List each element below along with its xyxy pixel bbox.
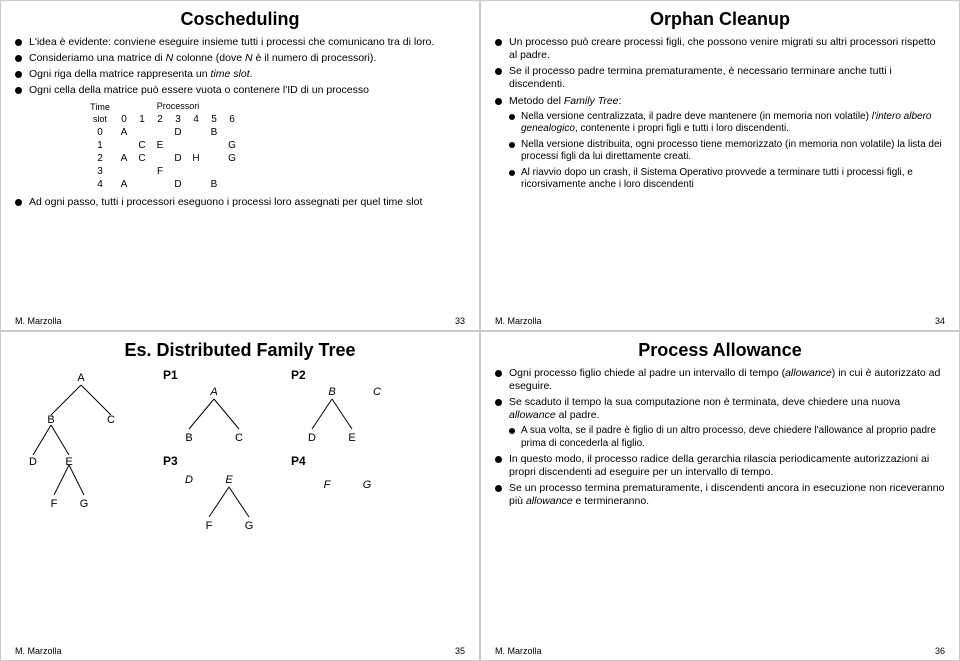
- svg-text:B: B: [328, 386, 335, 398]
- svg-text:A: A: [77, 372, 85, 384]
- p3-tree: P3 D E F G: [159, 453, 269, 548]
- bullet: L'idea è evidente: conviene eseguire ins…: [15, 36, 465, 49]
- svg-text:P1: P1: [163, 368, 178, 382]
- sub-bullet: Al riavvio dopo un crash, il Sistema Ope…: [495, 167, 945, 192]
- svg-text:A: A: [209, 386, 217, 398]
- bullet: Ad ogni passo, tutti i processori eseguo…: [15, 196, 465, 209]
- slide-34: Orphan Cleanup Un processo può creare pr…: [480, 0, 960, 331]
- svg-text:C: C: [235, 432, 243, 444]
- bullet: Ogni riga della matrice rappresenta un t…: [15, 68, 465, 81]
- footer-author: M. Marzolla: [495, 646, 542, 656]
- footer-author: M. Marzolla: [15, 316, 62, 326]
- slide-title: Es. Distributed Family Tree: [15, 340, 465, 361]
- svg-text:G: G: [363, 479, 372, 491]
- slide-35: Es. Distributed Family Tree A B C D E F …: [0, 331, 480, 661]
- slide-footer: M. Marzolla 35: [15, 646, 465, 656]
- footer-page-num: 35: [455, 646, 465, 656]
- slide-body: Un processo può creare processi figli, c…: [495, 36, 945, 314]
- svg-text:B: B: [47, 414, 54, 426]
- p2-tree: P2 B C D E: [287, 367, 397, 447]
- footer-author: M. Marzolla: [15, 646, 62, 656]
- svg-text:E: E: [65, 456, 72, 468]
- slide-title: Coscheduling: [15, 9, 465, 30]
- sub-bullet: Nella versione centralizzata, il padre d…: [495, 111, 945, 136]
- svg-text:F: F: [324, 479, 332, 491]
- svg-text:G: G: [245, 520, 254, 532]
- slide-footer: M. Marzolla 36: [495, 646, 945, 656]
- bullet: Se un processo termina prematuramente, i…: [495, 482, 945, 508]
- slide-body: L'idea è evidente: conviene eseguire ins…: [15, 36, 465, 314]
- bullet: Ogni cella della matrice può essere vuot…: [15, 84, 465, 97]
- footer-author: M. Marzolla: [495, 316, 542, 326]
- bullet: Consideriamo una matrice di N colonne (d…: [15, 52, 465, 65]
- slide-title: Process Allowance: [495, 340, 945, 361]
- full-tree: A B C D E F G: [21, 367, 141, 537]
- p4-tree: P4 F G: [287, 453, 397, 513]
- footer-page-num: 33: [455, 316, 465, 326]
- svg-text:G: G: [80, 498, 89, 510]
- slide-footer: M. Marzolla 34: [495, 316, 945, 326]
- bullet: Se scaduto il tempo la sua computazione …: [495, 396, 945, 422]
- sub-bullet: A sua volta, se il padre è figlio di un …: [495, 425, 945, 450]
- sub-bullet: Nella versione distribuita, ogni process…: [495, 139, 945, 164]
- svg-text:D: D: [308, 432, 316, 444]
- svg-text:C: C: [373, 386, 381, 398]
- slide-footer: M. Marzolla 33: [15, 316, 465, 326]
- svg-text:C: C: [107, 414, 115, 426]
- slide-body: Ogni processo figlio chiede al padre un …: [495, 367, 945, 645]
- slide-title: Orphan Cleanup: [495, 9, 945, 30]
- svg-text:D: D: [29, 456, 37, 468]
- coscheduling-matrix: Timeslot Processori 0123456 0ADB 1CEG 2A…: [85, 101, 241, 192]
- svg-text:E: E: [348, 432, 355, 444]
- svg-text:P2: P2: [291, 368, 306, 382]
- svg-text:F: F: [206, 520, 213, 532]
- svg-text:F: F: [51, 498, 58, 510]
- svg-text:P3: P3: [163, 454, 178, 468]
- footer-page-num: 34: [935, 316, 945, 326]
- slide-body: A B C D E F G P1 A B C P3 D E F G: [15, 367, 465, 645]
- slide-36: Process Allowance Ogni processo figlio c…: [480, 331, 960, 661]
- bullet: Ogni processo figlio chiede al padre un …: [495, 367, 945, 393]
- bullet: Metodo del Family Tree:: [495, 95, 945, 108]
- bullet: Se il processo padre termina prematurame…: [495, 65, 945, 91]
- bullet: In questo modo, il processo radice della…: [495, 453, 945, 479]
- p1-tree: P1 A B C: [159, 367, 269, 447]
- svg-text:P4: P4: [291, 454, 306, 468]
- slide-33: Coscheduling L'idea è evidente: conviene…: [0, 0, 480, 331]
- svg-text:E: E: [225, 474, 233, 486]
- bullet: Un processo può creare processi figli, c…: [495, 36, 945, 62]
- footer-page-num: 36: [935, 646, 945, 656]
- svg-text:D: D: [185, 474, 193, 486]
- svg-text:B: B: [185, 432, 192, 444]
